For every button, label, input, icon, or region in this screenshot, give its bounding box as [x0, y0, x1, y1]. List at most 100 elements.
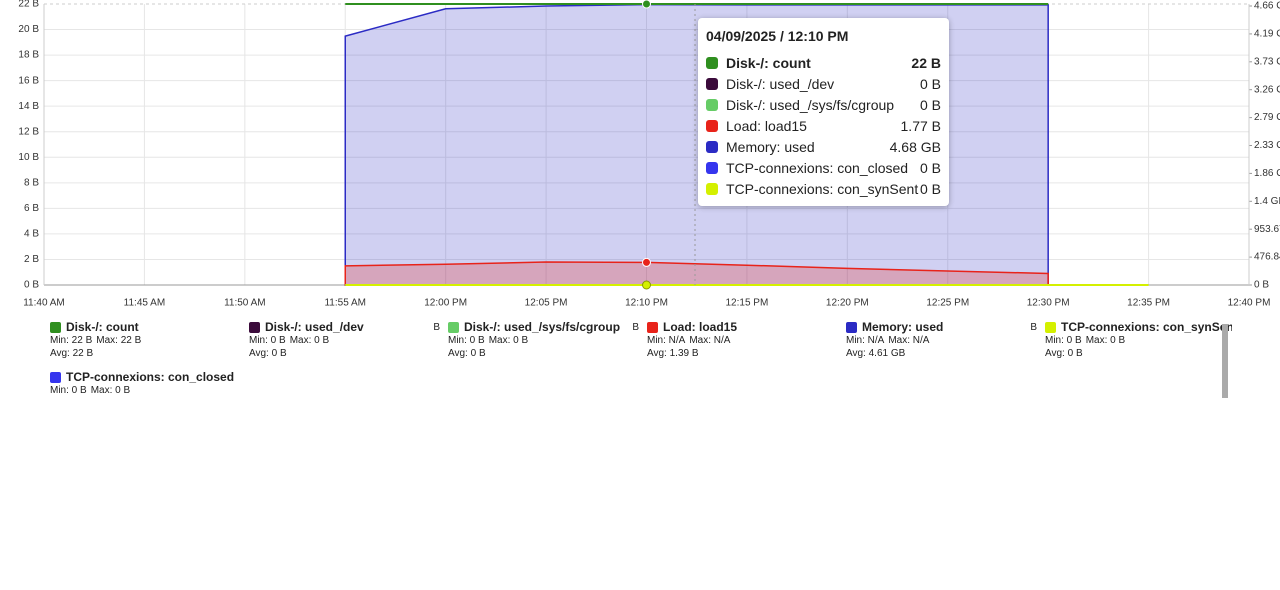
- y2-tick-label: 4.66 GB: [1254, 1, 1280, 12]
- y2-tick-label: 2.33 GB: [1254, 140, 1280, 151]
- tooltip-swatch: [706, 77, 718, 90]
- x-tick-label: 11:40 AM: [23, 298, 65, 309]
- tooltip-swatch: [706, 119, 718, 132]
- tooltip-row: Disk-/: used_/sys/fs/cgroup 0 B: [706, 94, 941, 115]
- legend-item[interactable]: Disk-/: count Min: 22 B Max: 22 B Avg: 22 B: [50, 320, 245, 360]
- legend-swatch: [249, 321, 260, 333]
- y-tick-label: 4 B: [24, 229, 39, 240]
- tooltip-value: 1.77 B: [900, 117, 941, 134]
- legend-header: Disk-/: used_/sys/fs/cgroup: [448, 320, 643, 334]
- hover-point: [642, 257, 651, 267]
- x-tick-label: 11:50 AM: [224, 298, 266, 309]
- legend-stat: Avg: 1.39 B: [647, 348, 699, 359]
- legend-header: Disk-/: count: [50, 320, 245, 334]
- legend-label: Disk-/: used_/dev: [265, 320, 364, 334]
- legend-swatch: [1045, 321, 1056, 333]
- tooltip-row: Memory: used 4.68 GB: [706, 136, 941, 157]
- legend-stat: Avg: 0 B: [50, 397, 245, 398]
- legend-item[interactable]: TCP-connexions: con_closed Min: 0 B Max: 0…: [50, 370, 245, 398]
- x-tick-label: 12:10 PM: [625, 298, 668, 309]
- tooltip-value: 0 B: [919, 180, 941, 197]
- y-tick-label: 14 B: [18, 101, 39, 112]
- legend-stat: Min: 0 B: [448, 335, 485, 346]
- legend-item[interactable]: Disk-/: used_/dev Min: 0 B Max: 0 B Avg: 0 …: [249, 320, 444, 360]
- legend-stat: Min: 0 B: [249, 335, 286, 346]
- legend-swatch: [50, 371, 61, 383]
- y-tick-label: 20 B: [18, 24, 39, 35]
- y2-tick-label: 953.67 MB: [1254, 224, 1280, 235]
- tooltip-name: Disk-/: used_/sys/fs/cgroup: [726, 96, 895, 113]
- legend-stats: Min: N/A Max: N/A Avg: 1.39 B: [647, 334, 842, 360]
- legend-label: TCP-connexions: con_closed: [66, 370, 235, 384]
- legend-stat: Min: 0 B: [1045, 335, 1082, 346]
- legend-stat: Max: N/A: [888, 335, 930, 346]
- tooltip-value: 0 B: [919, 159, 941, 176]
- legend-label: Disk-/: count: [66, 320, 139, 334]
- legend-header: TCP-connexions: con_closed: [50, 370, 245, 384]
- y-tick-label: 18 B: [18, 50, 39, 61]
- legend-stat: Max: 22 B: [96, 335, 142, 346]
- x-tick-label: 12:30 PM: [1027, 298, 1070, 309]
- tooltip-name: Disk-/: count: [726, 54, 811, 71]
- tooltip-swatch: [706, 140, 718, 153]
- tooltip-row: TCP-connexions: con_closed 0 B: [706, 157, 941, 178]
- x-tick-label: 12:35 PM: [1127, 298, 1170, 309]
- x-tick-label: 12:05 PM: [525, 298, 568, 309]
- legend-stats: Min: 22 B Max: 22 B Avg: 22 B: [50, 334, 245, 360]
- hover-point: [642, 280, 651, 290]
- tooltip-swatch: [706, 56, 718, 69]
- tooltip-row: Disk-/: used_/dev 0 B: [706, 73, 941, 94]
- tooltip-swatch: [706, 98, 718, 111]
- legend-item[interactable]: Disk-/: used_/sys/fs/cgroup Min: 0 B Max: …: [448, 320, 643, 360]
- legend-stat: Avg: 22 B: [50, 348, 94, 359]
- y2-tick-label: 1.86 GB: [1254, 168, 1280, 179]
- legend-stat: Max: N/A: [689, 335, 731, 346]
- y-tick-label: 0 B: [24, 280, 39, 291]
- legend-item[interactable]: Memory: used Min: N/A Max: N/A Avg: 4.61 GB…: [846, 320, 1041, 360]
- legend-item[interactable]: Load: load15 Min: N/A Max: N/A Avg: 1.39 B: [647, 320, 842, 360]
- y-tick-label: 16 B: [18, 75, 39, 86]
- scrollbar[interactable]: [1222, 324, 1228, 398]
- legend-label: Disk-/: used_/sys/fs/cgroup: [464, 320, 621, 334]
- tooltip-swatch: [706, 182, 718, 195]
- y2-tick-label: 0 B: [1254, 280, 1269, 291]
- legend-label: Load: load15: [663, 320, 738, 334]
- x-tick-label: 11:55 AM: [324, 298, 366, 309]
- tooltip-row: TCP-connexions: con_synSent 0 B: [706, 178, 941, 199]
- tooltip-name: Memory: used: [726, 138, 815, 155]
- hover-point: [642, 0, 651, 9]
- y2-tick-label: 4.19 GB: [1254, 29, 1280, 40]
- y2-tick-label: 3.26 GB: [1254, 84, 1280, 95]
- tooltip-name: TCP-connexions: con_synSent: [726, 180, 919, 197]
- tooltip-name: Load: load15: [726, 117, 807, 134]
- chart: 11:40 AM 11:45 AM 11:50 AM 11:55 AM 12:00 PM…: [18, 0, 1280, 309]
- legend-swatch: [647, 321, 658, 333]
- legend-header: TCP-connexions: con_synSent: [1045, 320, 1232, 334]
- legend-stat: Max: 0 B: [90, 385, 131, 396]
- tooltip: 04/09/2025 / 12:10 PM Disk-/: count 22 B Di…: [698, 18, 949, 206]
- legend-header: Memory: used: [846, 320, 1041, 334]
- tooltip-value: 0 B: [919, 96, 941, 113]
- legend-item[interactable]: TCP-connexions: con_synSent Min: 0 B Max: …: [1045, 320, 1232, 360]
- y-tick-label: 22 B: [18, 0, 39, 10]
- x-tick-label: 12:40 PM: [1228, 298, 1271, 309]
- x-tick-label: 12:20 PM: [826, 298, 869, 309]
- legend-stat: Max: 0 B: [289, 335, 330, 346]
- legend-unit: B: [433, 322, 440, 333]
- legend-header: Load: load15: [647, 320, 842, 334]
- legend-header: Disk-/: used_/dev: [249, 320, 444, 334]
- y2-tick-label: 2.79 GB: [1254, 112, 1280, 123]
- y2-tick-label: 476.84 MB: [1254, 252, 1280, 263]
- y2-tick-label: 1.4 GB: [1254, 196, 1280, 207]
- y-tick-label: 12 B: [18, 126, 39, 137]
- tooltip-title: 04/09/2025 / 12:10 PM: [706, 28, 849, 44]
- legend-stat: Min: 22 B: [50, 335, 93, 346]
- legend-stat: Max: 0 B: [488, 335, 529, 346]
- x-tick-label: 12:00 PM: [424, 298, 467, 309]
- x-tick-label: 11:45 AM: [124, 298, 166, 309]
- tooltip-name: TCP-connexions: con_closed: [726, 159, 909, 176]
- tooltip-row: Load: load15 1.77 B: [706, 115, 941, 136]
